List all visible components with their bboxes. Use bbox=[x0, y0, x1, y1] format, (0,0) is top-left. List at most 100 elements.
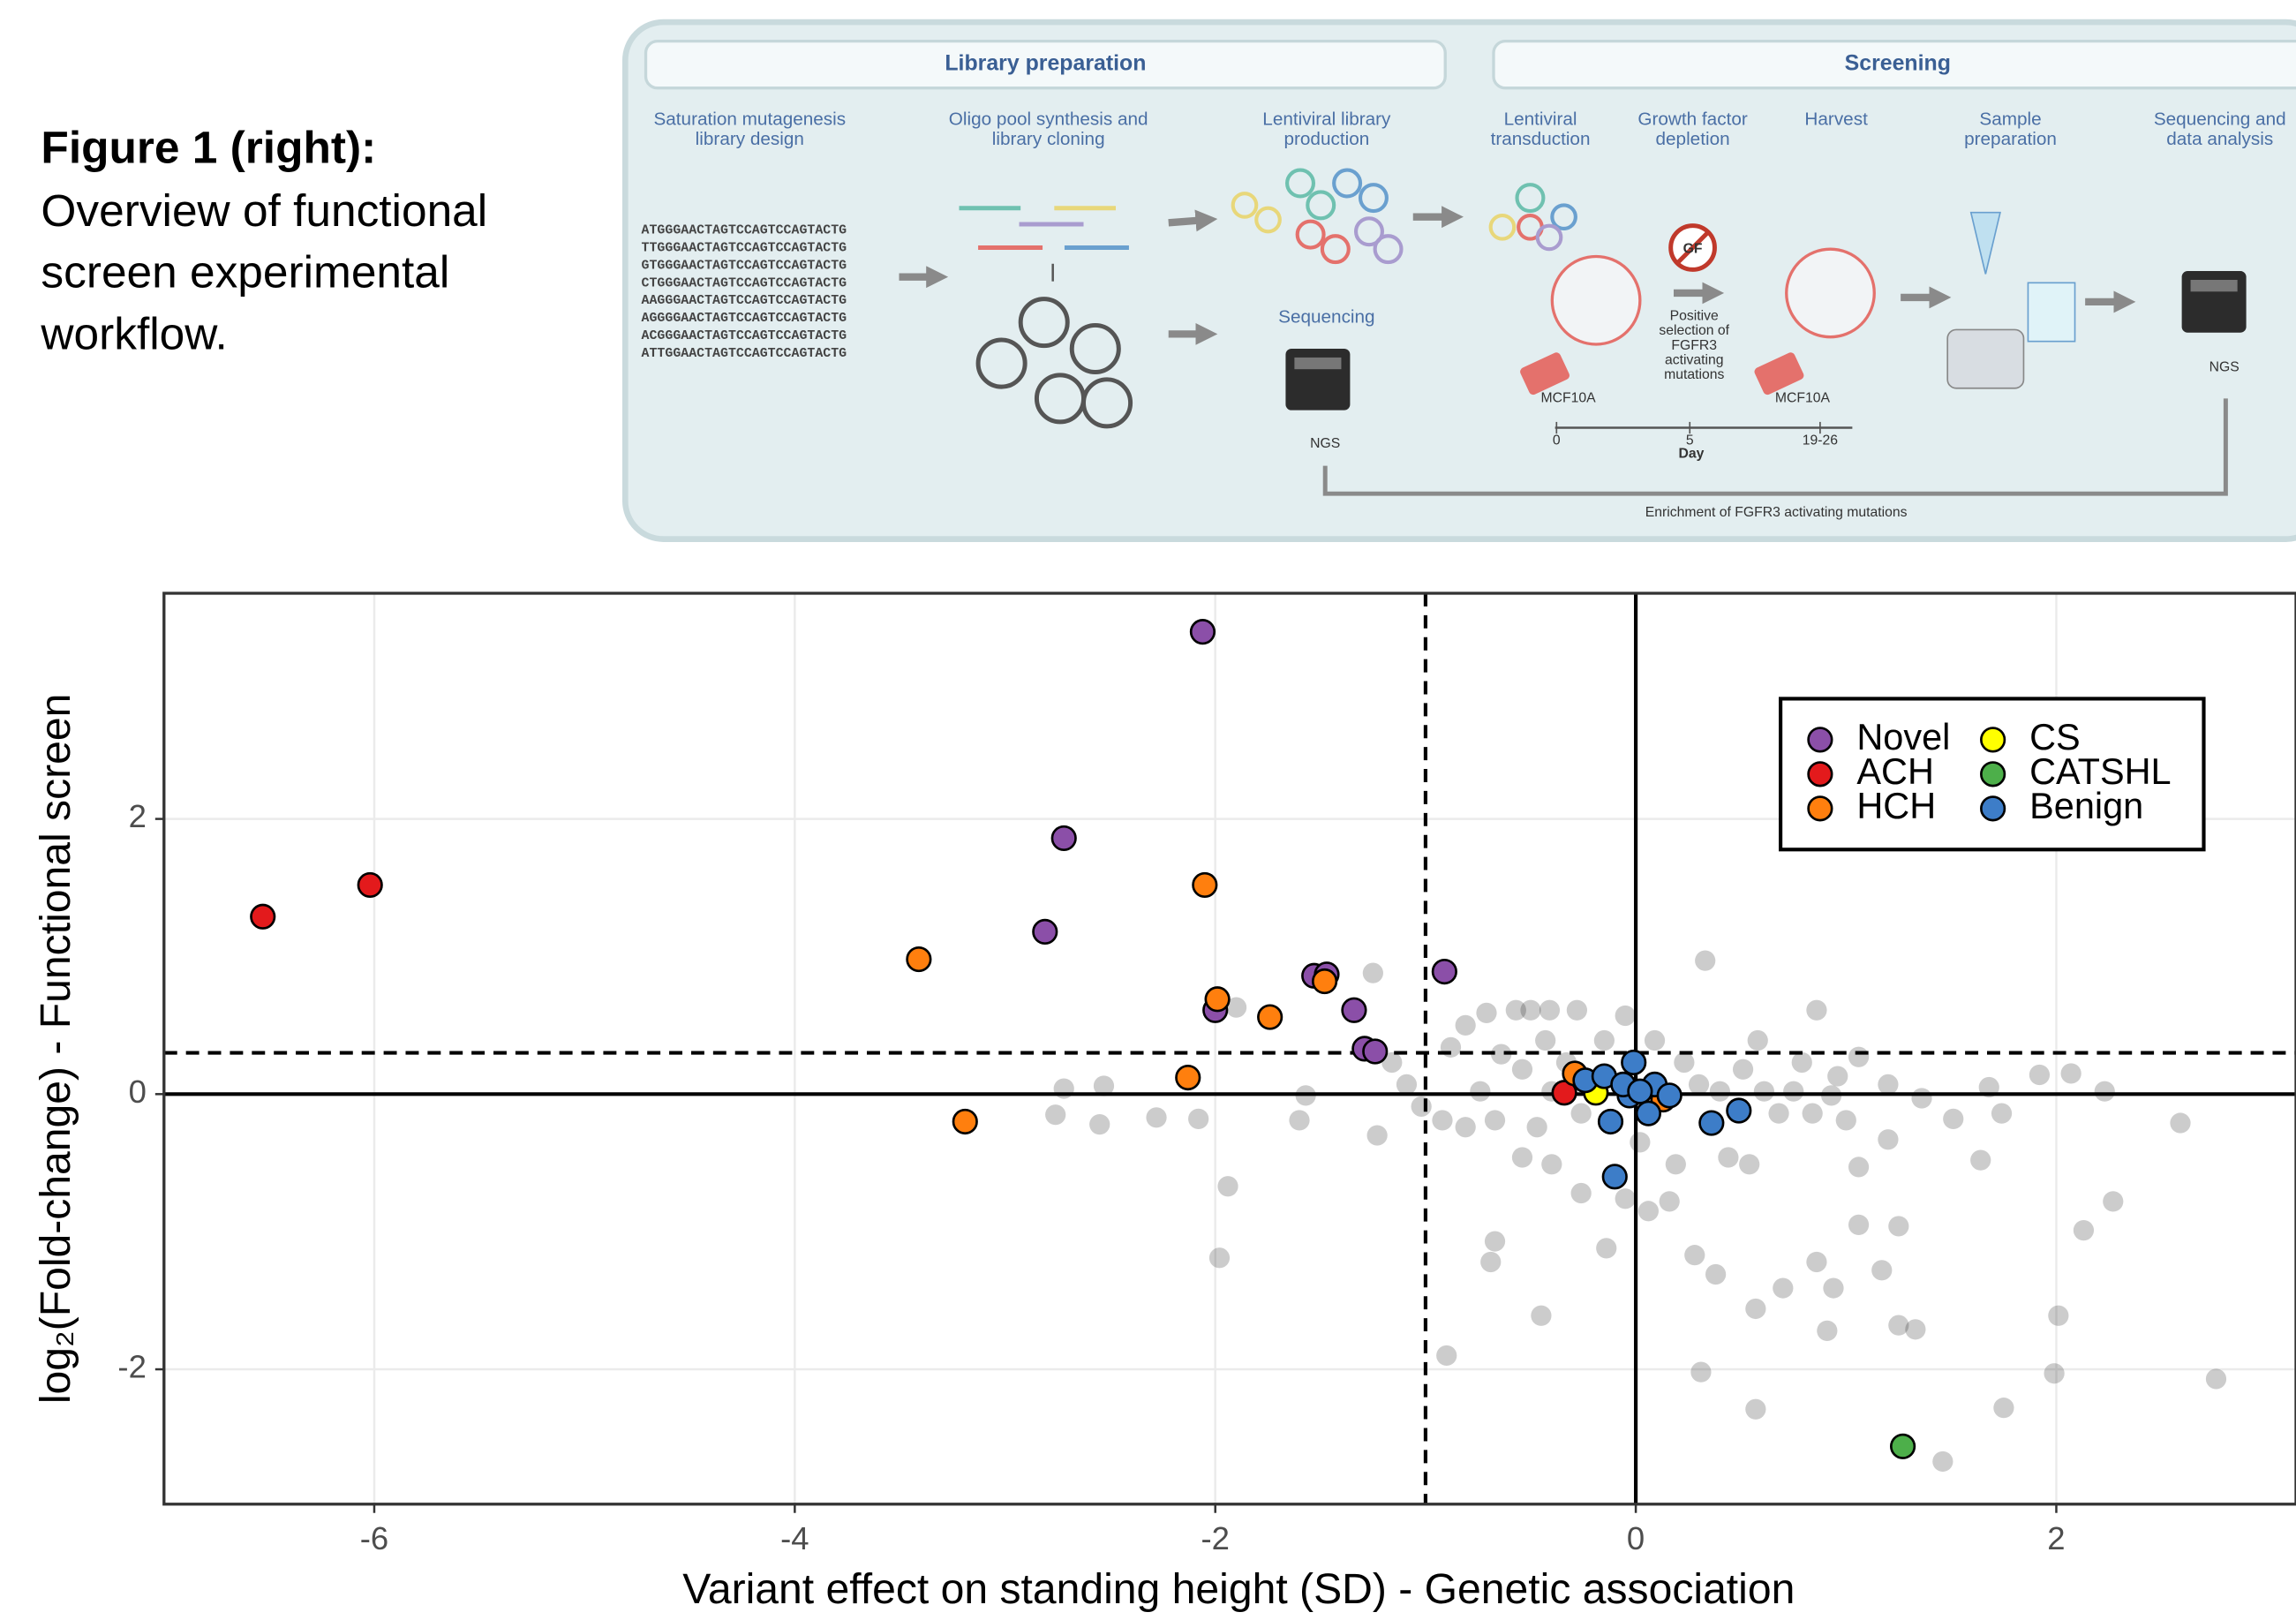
background-point bbox=[1835, 1110, 1856, 1131]
workflow: Library preparation Screening Sequencing… bbox=[622, 19, 2296, 542]
background-point bbox=[1476, 1002, 1497, 1023]
step-label: Growth factor bbox=[1637, 109, 1747, 130]
sequence: AAGGGAACTAGTCCAGTCCAGTACTG bbox=[642, 294, 847, 308]
cells bbox=[1520, 223, 1876, 396]
background-point bbox=[1911, 1088, 1932, 1109]
background-point bbox=[1684, 1245, 1705, 1266]
step-label: library cloning bbox=[992, 129, 1105, 149]
workflow-panel bbox=[622, 19, 2296, 542]
point bbox=[1192, 871, 1218, 899]
label: GF bbox=[1683, 241, 1703, 256]
background-point bbox=[1362, 962, 1383, 983]
background-point bbox=[1695, 950, 1716, 971]
legend-label: CATSHL bbox=[2029, 750, 2172, 792]
section-box bbox=[644, 39, 1447, 90]
background-point bbox=[1570, 1182, 1592, 1204]
section-box bbox=[1492, 39, 2296, 90]
background-point bbox=[1888, 1216, 1909, 1237]
selection-label: activating bbox=[1665, 352, 1724, 367]
section-title: Library preparation bbox=[945, 51, 1146, 76]
background-point bbox=[1932, 1450, 1953, 1473]
section-title: Screening bbox=[1845, 51, 1951, 76]
x-axis-label: Variant effect on standing height (SD) -… bbox=[682, 1565, 1795, 1613]
point bbox=[1431, 959, 1457, 985]
background-point bbox=[1381, 1051, 1403, 1074]
background-point bbox=[1848, 1157, 1870, 1178]
background-point bbox=[1596, 1238, 1617, 1259]
background-point bbox=[1491, 1044, 1512, 1065]
step-label: Lentiviral bbox=[1504, 109, 1577, 130]
background-point bbox=[1541, 1154, 1562, 1175]
arrows bbox=[899, 206, 2136, 345]
legend-marker bbox=[1807, 761, 1833, 787]
label: NGS bbox=[1310, 436, 1340, 451]
step-label: Sample bbox=[1979, 109, 2041, 130]
background-point bbox=[1753, 1081, 1774, 1102]
background-point bbox=[2048, 1305, 2069, 1326]
background-point bbox=[1773, 1277, 1794, 1299]
background-point bbox=[1659, 1191, 1680, 1212]
point bbox=[1726, 1097, 1752, 1124]
label: MCF10A bbox=[1775, 391, 1831, 406]
x-tick-label: -2 bbox=[1201, 1520, 1229, 1556]
background-point bbox=[2103, 1191, 2124, 1212]
background-point bbox=[1480, 1251, 1502, 1273]
caption-line: screen experimental bbox=[41, 246, 449, 298]
legend-marker bbox=[1807, 727, 1833, 753]
sequence: AGGGGAACTAGTCCAGTCCAGTACTG bbox=[642, 312, 847, 326]
background-point bbox=[1520, 999, 1541, 1021]
background-point bbox=[1484, 1110, 1506, 1131]
oligos bbox=[959, 206, 1129, 282]
step-label: Saturation mutagenesis bbox=[653, 109, 846, 130]
background-point bbox=[2044, 1363, 2065, 1384]
background-point bbox=[1436, 1345, 1457, 1367]
sample-prep bbox=[1946, 211, 2076, 389]
background-point bbox=[1432, 1110, 1453, 1131]
x-tick-label: 0 bbox=[1627, 1520, 1645, 1556]
background-point bbox=[1535, 1029, 1556, 1051]
step-label: Sequencing and bbox=[2154, 109, 2286, 130]
selection-label: mutations bbox=[1664, 367, 1724, 382]
background-point bbox=[1637, 1201, 1659, 1222]
point bbox=[1601, 1164, 1628, 1190]
background-point bbox=[2205, 1368, 2227, 1390]
legend-label: Benign bbox=[2029, 785, 2143, 826]
background-point bbox=[1539, 999, 1561, 1021]
background-point bbox=[1531, 1305, 1552, 1326]
background-point bbox=[1526, 1117, 1547, 1138]
background-point bbox=[1630, 1132, 1651, 1153]
background-point bbox=[1991, 1103, 2013, 1124]
point bbox=[250, 903, 276, 930]
background-point bbox=[1665, 1154, 1686, 1175]
background-point bbox=[1615, 1188, 1636, 1209]
background-point bbox=[1888, 1315, 1909, 1336]
point bbox=[906, 946, 932, 973]
legend-marker bbox=[1807, 795, 1833, 822]
background-point bbox=[1943, 1108, 1964, 1129]
background-point bbox=[1644, 1029, 1666, 1051]
timeline-label: 5 bbox=[1686, 433, 1694, 448]
legend-marker bbox=[1980, 727, 2006, 753]
point bbox=[1189, 619, 1216, 645]
point bbox=[1621, 1049, 1647, 1076]
label: Sequencing bbox=[1278, 307, 1374, 328]
legend-marker bbox=[1980, 761, 2006, 787]
sequence: ATGGGAACTAGTCCAGTCCAGTACTG bbox=[642, 224, 847, 238]
background-point bbox=[1732, 1059, 1754, 1080]
background-point bbox=[1806, 999, 1827, 1021]
step-label: production bbox=[1284, 129, 1369, 149]
label: Enrichment of FGFR3 activating mutations bbox=[1645, 505, 1908, 520]
background-point bbox=[2170, 1112, 2191, 1134]
selection-label: selection of bbox=[1659, 323, 1729, 338]
sequence: ATTGGAACTAGTCCAGTCCAGTACTG bbox=[642, 347, 847, 361]
sequence: TTGGGAACTAGTCCAGTCCAGTACTG bbox=[642, 241, 847, 255]
sequence: GTGGGAACTAGTCCAGTCCAGTACTG bbox=[642, 259, 847, 273]
background-point bbox=[1802, 1103, 1823, 1124]
y-tick-label: 2 bbox=[129, 798, 147, 834]
y-tick-label: 0 bbox=[129, 1074, 147, 1110]
legend-box bbox=[1779, 697, 2206, 852]
background-point bbox=[1045, 1104, 1066, 1126]
background-point bbox=[1871, 1260, 1893, 1281]
background-point bbox=[1745, 1298, 1766, 1320]
timeline-label: 0 bbox=[1553, 433, 1561, 448]
